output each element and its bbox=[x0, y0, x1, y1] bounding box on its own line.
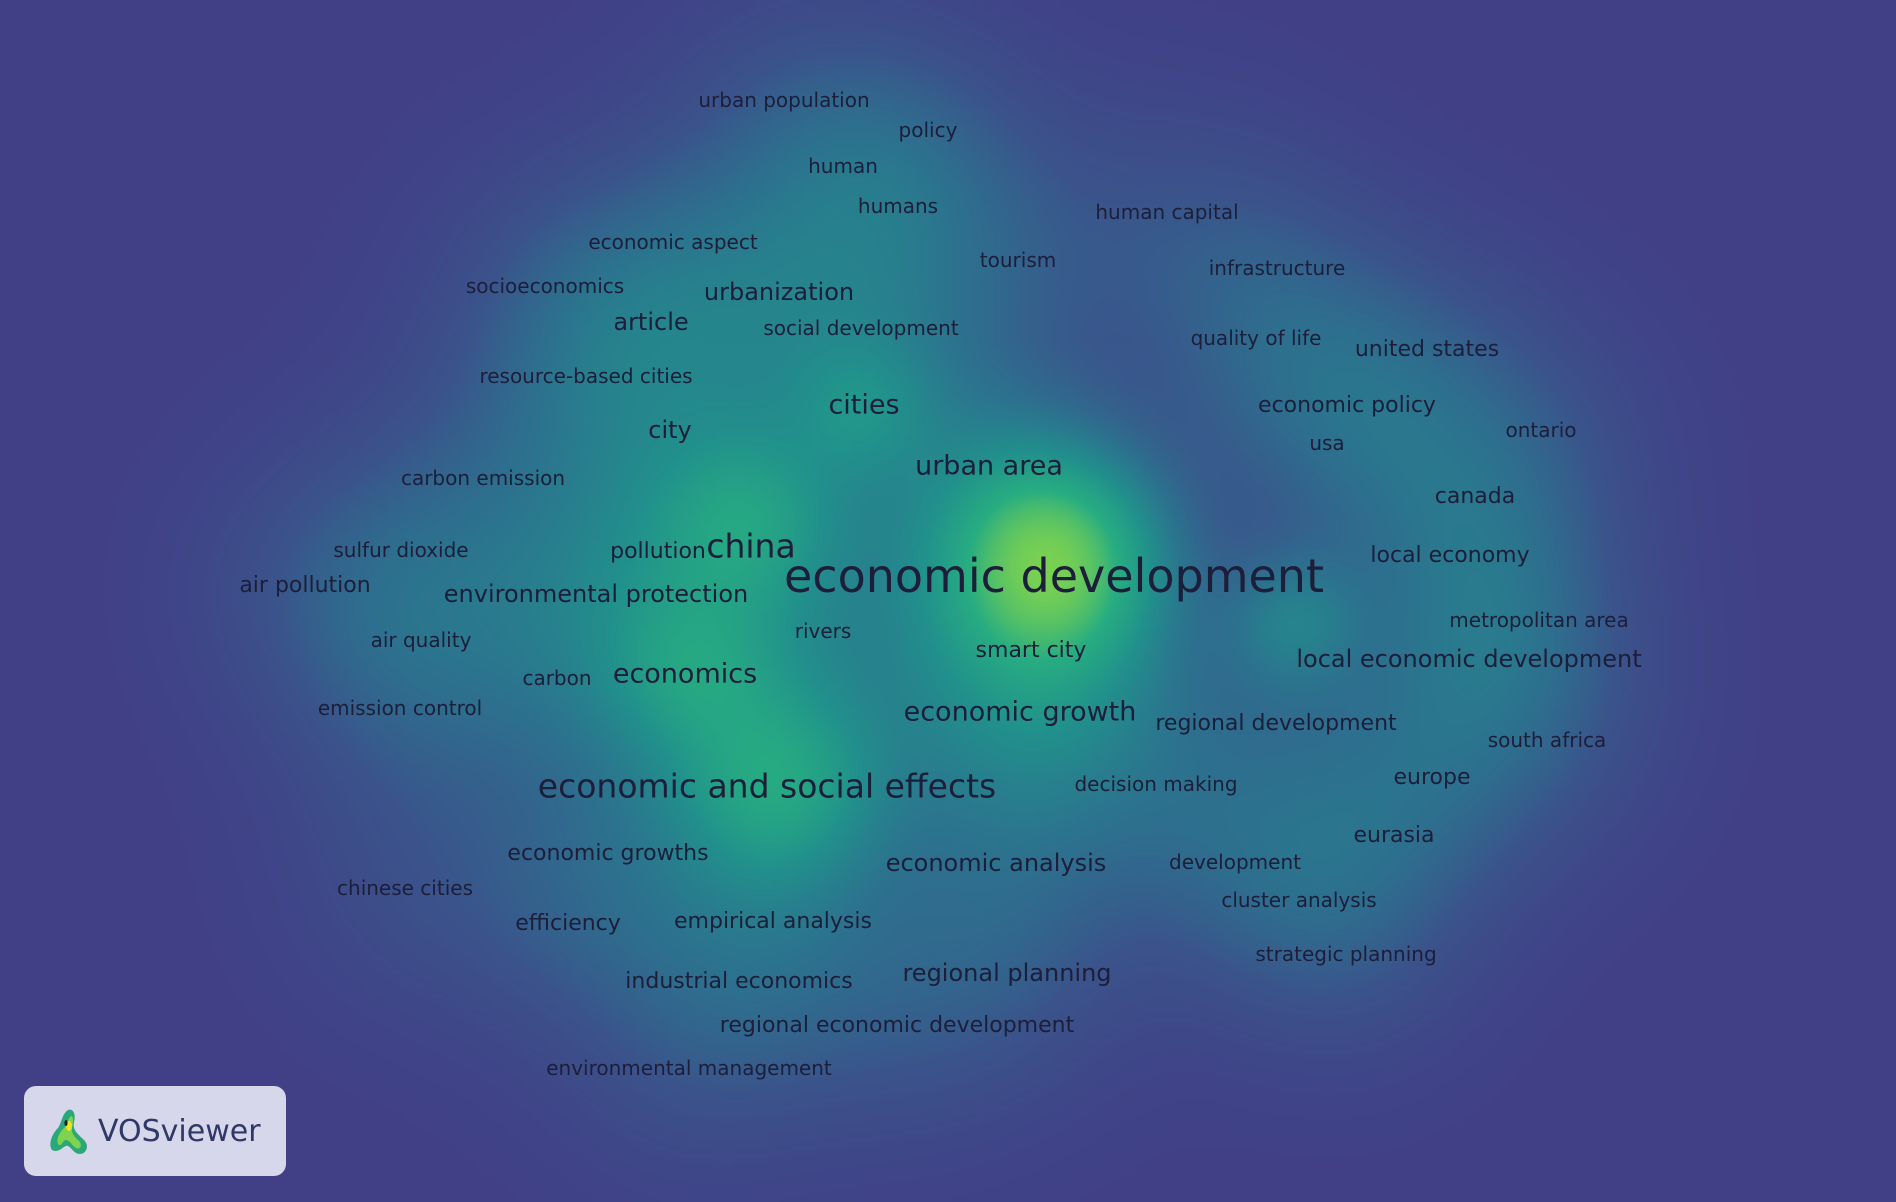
vosviewer-logo: VOSviewer bbox=[24, 1086, 286, 1176]
term-label[interactable]: sulfur dioxide bbox=[333, 538, 469, 562]
term-label[interactable]: china bbox=[706, 526, 796, 566]
term-label[interactable]: quality of life bbox=[1190, 326, 1322, 350]
term-label[interactable]: rivers bbox=[794, 619, 852, 643]
term-label[interactable]: decision making bbox=[1074, 772, 1238, 796]
term-label[interactable]: local economy bbox=[1370, 543, 1530, 568]
term-label[interactable]: human capital bbox=[1095, 200, 1239, 224]
term-label[interactable]: policy bbox=[898, 118, 958, 142]
term-label[interactable]: development bbox=[1169, 850, 1301, 874]
term-label[interactable]: economic and social effects bbox=[537, 766, 997, 806]
term-label[interactable]: ontario bbox=[1505, 418, 1577, 442]
term-label[interactable]: environmental management bbox=[546, 1056, 832, 1080]
term-label[interactable]: city bbox=[648, 416, 692, 444]
term-label[interactable]: air pollution bbox=[239, 573, 371, 598]
term-label[interactable]: economic growth bbox=[903, 696, 1137, 728]
term-label[interactable]: tourism bbox=[979, 248, 1057, 272]
term-label[interactable]: united states bbox=[1354, 337, 1500, 362]
term-label[interactable]: economic growths bbox=[507, 841, 709, 866]
term-label[interactable]: chinese cities bbox=[337, 876, 473, 900]
term-label[interactable]: industrial economics bbox=[625, 969, 853, 994]
term-label[interactable]: strategic planning bbox=[1255, 942, 1437, 966]
term-label[interactable]: cities bbox=[828, 389, 900, 421]
term-label[interactable]: emission control bbox=[317, 696, 483, 720]
term-label[interactable]: economic aspect bbox=[588, 230, 758, 254]
term-label[interactable]: pollution bbox=[610, 539, 706, 564]
term-label[interactable]: economics bbox=[612, 658, 758, 690]
term-label[interactable]: regional planning bbox=[902, 959, 1112, 987]
term-label[interactable]: urban population bbox=[698, 88, 870, 112]
term-label[interactable]: smart city bbox=[975, 638, 1087, 663]
vosviewer-logo-icon bbox=[50, 1109, 87, 1154]
term-label[interactable]: urbanization bbox=[703, 278, 855, 306]
term-label[interactable]: europe bbox=[1393, 765, 1471, 790]
term-label[interactable]: regional economic development bbox=[719, 1013, 1075, 1038]
term-label[interactable]: article bbox=[613, 308, 689, 336]
term-label[interactable]: canada bbox=[1434, 484, 1516, 509]
vosviewer-logo-text: VOSviewer bbox=[98, 1113, 261, 1149]
term-label[interactable]: economic policy bbox=[1258, 393, 1436, 418]
term-label[interactable]: socioeconomics bbox=[465, 274, 625, 298]
term-label[interactable]: carbon emission bbox=[400, 466, 566, 490]
term-label[interactable]: eurasia bbox=[1353, 823, 1435, 848]
term-label[interactable]: south africa bbox=[1487, 728, 1607, 752]
term-label[interactable]: human bbox=[808, 154, 878, 178]
term-label[interactable]: social development bbox=[763, 316, 959, 340]
term-label[interactable]: infrastructure bbox=[1208, 256, 1346, 280]
term-label[interactable]: local economic development bbox=[1296, 645, 1642, 673]
term-label[interactable]: urban area bbox=[915, 450, 1063, 482]
term-label[interactable]: empirical analysis bbox=[674, 909, 872, 934]
term-label[interactable]: economic analysis bbox=[885, 849, 1107, 877]
term-label[interactable]: cluster analysis bbox=[1221, 888, 1377, 912]
term-label[interactable]: regional development bbox=[1155, 711, 1397, 736]
term-label[interactable]: carbon bbox=[522, 666, 592, 690]
term-label[interactable]: metropolitan area bbox=[1449, 608, 1629, 632]
term-label[interactable]: economic development bbox=[784, 549, 1324, 603]
term-label[interactable]: efficiency bbox=[515, 911, 621, 936]
term-label[interactable]: air quality bbox=[370, 628, 472, 652]
term-label[interactable]: environmental protection bbox=[443, 580, 749, 608]
term-label[interactable]: resource-based cities bbox=[479, 364, 693, 388]
term-label[interactable]: humans bbox=[857, 194, 939, 218]
term-label[interactable]: usa bbox=[1309, 431, 1345, 455]
